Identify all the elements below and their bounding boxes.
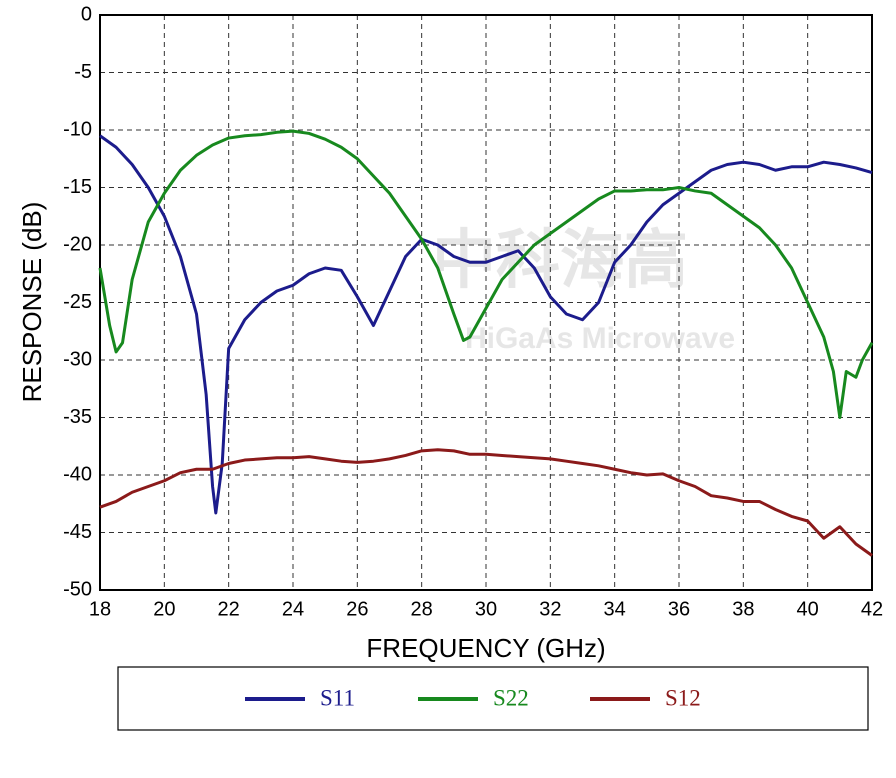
x-tick-label: 26	[346, 598, 368, 620]
x-tick-label: 22	[218, 598, 240, 620]
x-tick-label: 20	[153, 598, 175, 620]
legend-box	[117, 666, 869, 731]
series-line	[99, 134, 873, 515]
x-tick-label: 42	[861, 598, 883, 620]
x-tick-label: 38	[732, 598, 754, 620]
x-tick-label: 40	[797, 598, 819, 620]
x-tick-label: 32	[539, 598, 561, 620]
x-tick-label: 30	[475, 598, 497, 620]
x-tick-label: 28	[411, 598, 433, 620]
x-tick-label: 24	[282, 598, 304, 620]
legend-label: S22	[493, 685, 529, 710]
y-tick-label: -45	[63, 521, 92, 543]
watermark: HiGaAs Microwave	[465, 322, 735, 355]
x-tick-label: 36	[668, 598, 690, 620]
x-tick-label: 18	[89, 598, 111, 620]
series-line	[99, 448, 873, 557]
y-tick-label: -15	[63, 176, 92, 198]
y-axis-title: RESPONSE (dB)	[17, 202, 47, 403]
y-tick-label: 0	[81, 3, 92, 25]
plot-frame	[99, 14, 873, 591]
series-line	[98, 129, 874, 419]
y-tick-label: -35	[63, 406, 92, 428]
legend-label: S12	[665, 685, 701, 710]
watermark: 中科海高	[432, 224, 688, 296]
y-tick-label: -25	[63, 291, 92, 313]
y-tick-label: -5	[74, 61, 92, 83]
y-tick-label: -30	[63, 348, 92, 370]
y-tick-label: -10	[63, 118, 92, 140]
y-tick-label: -50	[63, 578, 92, 600]
x-axis-title: FREQUENCY (GHz)	[366, 633, 605, 663]
y-tick-label: -40	[63, 463, 92, 485]
legend-label: S11	[320, 685, 355, 710]
x-tick-label: 34	[604, 598, 626, 620]
y-tick-label: -20	[63, 233, 92, 255]
